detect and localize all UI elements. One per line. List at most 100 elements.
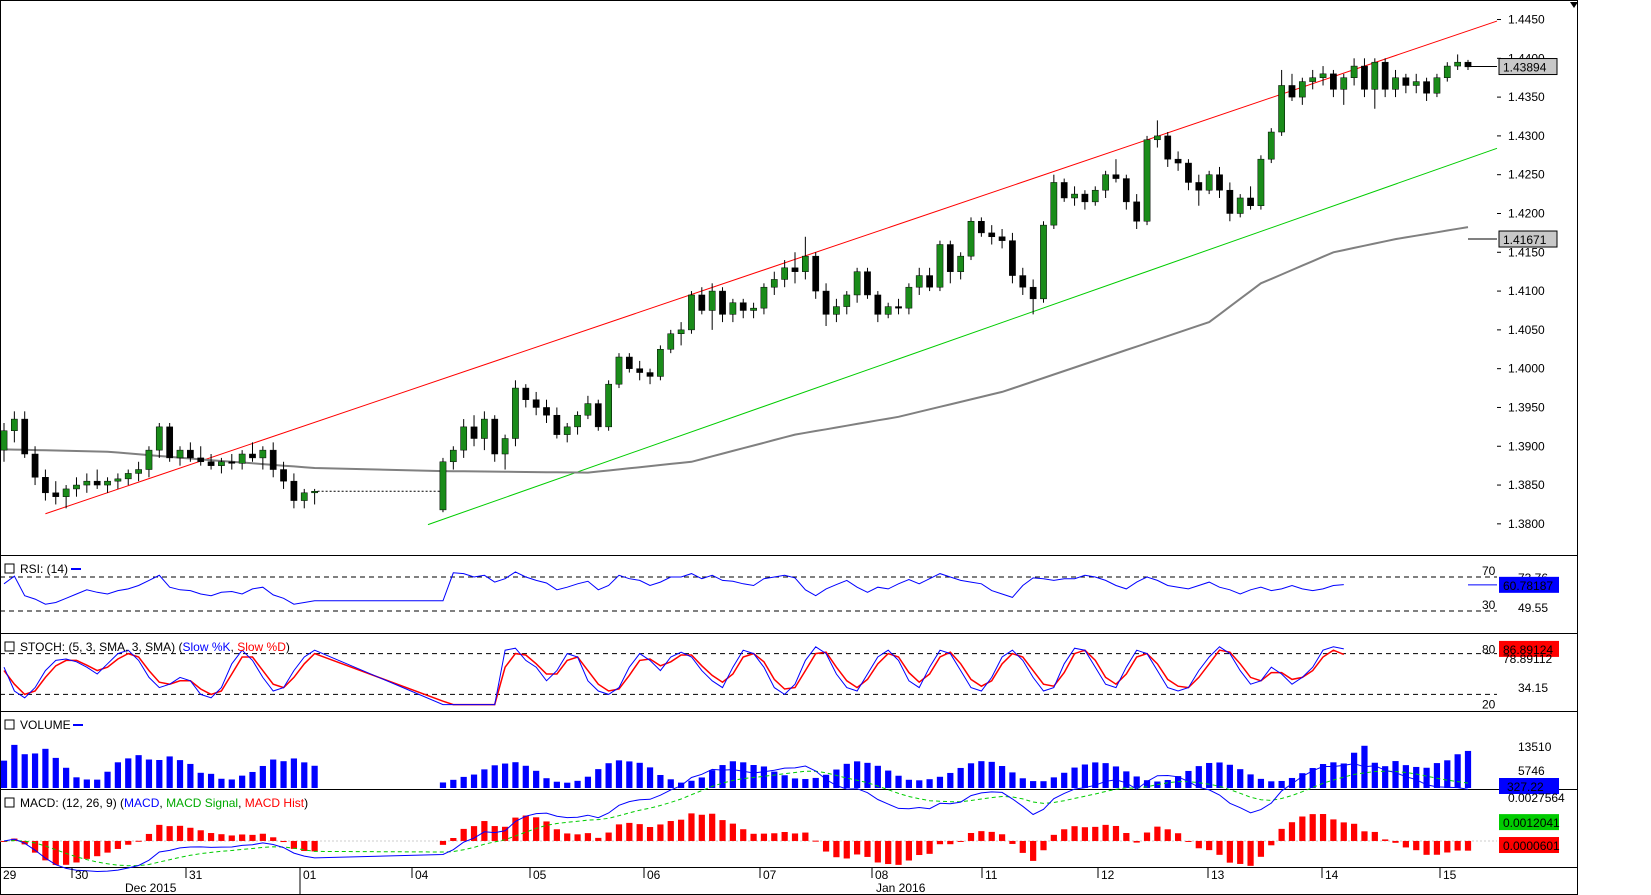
candle-body <box>470 426 478 439</box>
candle <box>1050 174 1058 230</box>
candle-body <box>946 244 954 272</box>
candle <box>1381 58 1389 98</box>
volume-bar <box>290 758 298 788</box>
candle <box>1009 232 1016 284</box>
volume-bar <box>1257 778 1265 788</box>
candle <box>124 469 132 486</box>
candle-body <box>93 480 101 486</box>
candle-body <box>439 461 447 511</box>
candle <box>998 229 1006 249</box>
volume-axis-label: 13510 <box>1518 740 1552 754</box>
volume-bar <box>574 780 581 788</box>
candle-body <box>1330 73 1337 90</box>
panel-titles: RSI: (14) STOCH: (5, 3, SMA, 3, SMA) (Sl… <box>4 562 308 810</box>
macd-axis-label: 0.0027564 <box>1508 791 1565 805</box>
macd-hist-bar <box>688 813 695 841</box>
volume-bar <box>802 778 809 788</box>
candle <box>1205 170 1213 195</box>
volume-bar <box>63 767 70 788</box>
macd-hist-bar <box>791 833 799 841</box>
macd-hist-bar <box>270 837 277 841</box>
price-axis-label: 1.4350 <box>1508 90 1545 104</box>
candle-body <box>1412 81 1420 86</box>
volume-bar <box>1340 763 1347 788</box>
macd-hist-bar <box>605 832 612 841</box>
macd-hist-bar <box>740 829 747 841</box>
candle <box>864 267 871 299</box>
stoch-close-icon[interactable] <box>4 641 15 652</box>
volume-panel: 13510 5746 327.22 <box>0 740 1559 794</box>
rsi-title: RSI: (14) <box>20 562 68 576</box>
candle <box>905 283 913 315</box>
candle-body <box>625 356 633 369</box>
macd-hist-label: MACD Hist <box>245 796 305 810</box>
price-axis-label: 1.4150 <box>1508 245 1545 259</box>
volume-bar <box>1092 762 1099 788</box>
candle <box>1154 120 1161 148</box>
macd-hist-bar <box>998 834 1006 841</box>
candle <box>853 267 861 303</box>
volume-bar <box>1050 777 1057 788</box>
volume-bar <box>311 765 318 788</box>
volume-bar <box>145 759 153 788</box>
macd-hist-bar <box>1030 840 1037 861</box>
candle <box>1423 77 1430 101</box>
volume-bar <box>1247 774 1254 788</box>
candle <box>1029 279 1037 315</box>
candle <box>625 353 633 373</box>
macd-hist-bar <box>978 831 985 841</box>
candle-body <box>1071 193 1078 199</box>
candle <box>1288 73 1296 101</box>
macd-hist-bar <box>0 840 8 842</box>
volume-bar <box>657 774 664 788</box>
candle <box>1185 159 1192 191</box>
candle-body <box>1423 81 1430 94</box>
rsi-close-icon[interactable] <box>4 563 15 574</box>
candle-body <box>290 480 298 501</box>
volume-bar <box>967 763 975 788</box>
candle-body <box>300 492 308 501</box>
candle-body <box>957 255 965 272</box>
candle-body <box>1050 182 1058 226</box>
macd-hist-bar <box>916 840 923 856</box>
volume-bar <box>936 776 944 788</box>
macd-close-icon[interactable] <box>4 797 15 808</box>
candle <box>218 457 225 474</box>
volume-bar <box>1299 773 1306 788</box>
candle <box>615 353 623 389</box>
macd-hist-bar <box>936 840 944 845</box>
scroll-marker-icon[interactable] <box>1570 2 1578 8</box>
candle-body <box>543 407 550 416</box>
candle <box>1060 178 1068 202</box>
candle <box>449 446 457 470</box>
volume-bar <box>1216 762 1223 788</box>
candle <box>791 252 799 284</box>
candle-body <box>1143 139 1151 222</box>
macd-hist-bar <box>145 833 153 841</box>
candle-body <box>187 449 194 459</box>
macd-hist-bar <box>1009 840 1016 844</box>
macd-hist-bar <box>1226 840 1233 863</box>
macd-hist-bar <box>885 840 892 865</box>
volume-bar <box>646 767 654 788</box>
volume-bar <box>1185 770 1192 788</box>
volume-bar <box>21 754 28 788</box>
candle <box>750 302 757 319</box>
candle-body <box>83 480 91 486</box>
macd-hist-bar <box>822 840 830 852</box>
volume-bar <box>916 780 923 788</box>
macd-hist-bar <box>926 840 933 854</box>
volume-bar <box>1382 766 1389 788</box>
candle <box>708 283 716 330</box>
macd-hist-bar <box>1423 840 1430 855</box>
volume-close-icon[interactable] <box>4 719 15 730</box>
volume-bar <box>470 774 478 788</box>
candle <box>926 267 933 292</box>
macd-hist-bar <box>1392 840 1399 843</box>
volume-bar <box>895 775 902 788</box>
macd-hist-bar <box>1061 829 1068 841</box>
macd-hist-bar <box>947 840 954 845</box>
rsi-level-label: 70 <box>1482 564 1496 578</box>
macd-hist-bar <box>1413 840 1420 851</box>
candle <box>1433 73 1441 98</box>
